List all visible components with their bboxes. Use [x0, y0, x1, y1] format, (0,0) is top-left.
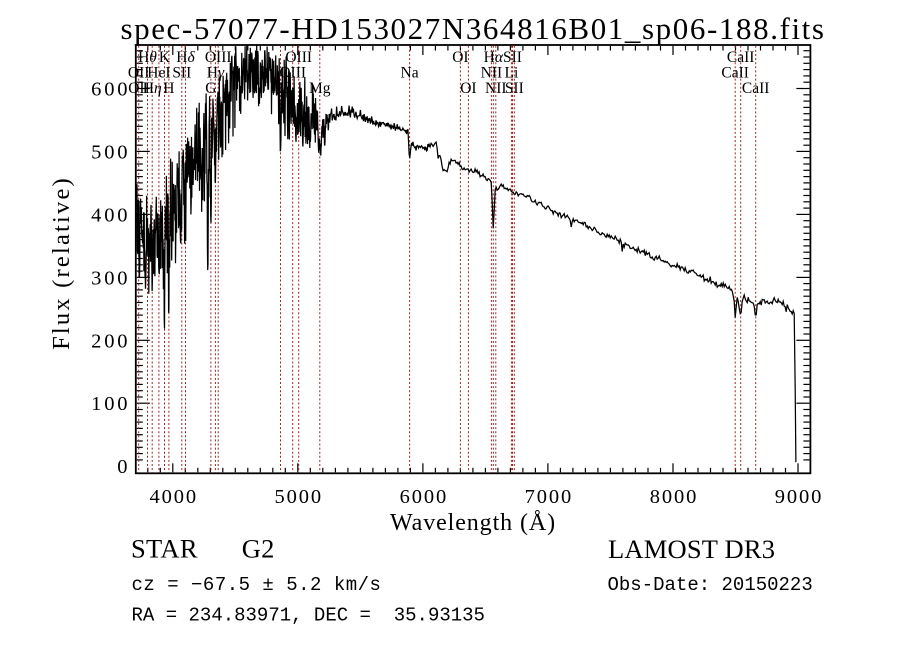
svg-text:HeI: HeI [147, 65, 170, 82]
svg-text:Hδ: Hδ [176, 49, 195, 66]
svg-text:Mg: Mg [309, 80, 331, 97]
svg-text:SII: SII [505, 80, 524, 97]
svg-text:H: H [163, 80, 174, 97]
svg-text:600: 600 [91, 79, 130, 101]
svg-text:Na: Na [401, 65, 419, 82]
svg-text:7000: 7000 [525, 486, 574, 508]
svg-text:4000: 4000 [149, 486, 198, 508]
svg-text:Li: Li [505, 65, 519, 82]
svg-text:G: G [205, 80, 216, 97]
svg-text:SII: SII [503, 49, 522, 66]
svg-text:8000: 8000 [650, 486, 699, 508]
svg-text:OIII: OIII [279, 65, 306, 82]
svg-text:cz = −67.5 ± 5.2 km/s: cz = −67.5 ± 5.2 km/s [132, 574, 382, 596]
svg-text:Wavelength (Å): Wavelength (Å) [390, 510, 556, 536]
svg-text:NII: NII [485, 80, 507, 97]
svg-text:Flux (relative): Flux (relative) [48, 176, 75, 350]
svg-text:CaII: CaII [727, 49, 755, 66]
svg-text:OII: OII [128, 65, 150, 82]
svg-text:OI: OI [452, 49, 468, 66]
svg-text:SII: SII [172, 65, 191, 82]
svg-text:6000: 6000 [400, 486, 449, 508]
svg-text:Hη: Hη [143, 80, 162, 97]
svg-text:OI: OI [460, 80, 476, 97]
svg-text:OIII: OIII [205, 49, 232, 66]
svg-text:5000: 5000 [274, 486, 323, 508]
svg-text:Obs-Date: 20150223: Obs-Date: 20150223 [608, 574, 813, 596]
svg-text:NII: NII [481, 65, 503, 82]
svg-text:300: 300 [91, 267, 130, 289]
svg-text:CaII: CaII [742, 80, 770, 97]
svg-text:Hθ: Hθ [138, 49, 157, 66]
svg-text:Hα: Hα [484, 49, 504, 66]
svg-text:G2: G2 [242, 534, 275, 564]
svg-text:OII: OII [128, 80, 150, 97]
svg-text:100: 100 [91, 393, 130, 415]
svg-text:CaII: CaII [721, 65, 749, 82]
svg-text:Hγ: Hγ [207, 65, 225, 82]
svg-text:STAR: STAR [131, 534, 198, 564]
svg-text:200: 200 [91, 330, 130, 352]
svg-text:0: 0 [117, 456, 130, 478]
svg-text:OIII: OIII [285, 49, 312, 66]
svg-text:9000: 9000 [775, 486, 824, 508]
svg-text:RA = 234.83971, DEC = 35.9313: RA = 234.83971, DEC = 35.93135 [132, 605, 485, 627]
svg-text:spec-57077-HD153027N364816B01_: spec-57077-HD153027N364816B01_sp06-188.f… [120, 11, 825, 46]
svg-text:K: K [159, 49, 171, 66]
svg-text:400: 400 [91, 204, 130, 226]
svg-text:500: 500 [91, 141, 130, 163]
svg-text:LAMOST DR3: LAMOST DR3 [608, 534, 775, 564]
